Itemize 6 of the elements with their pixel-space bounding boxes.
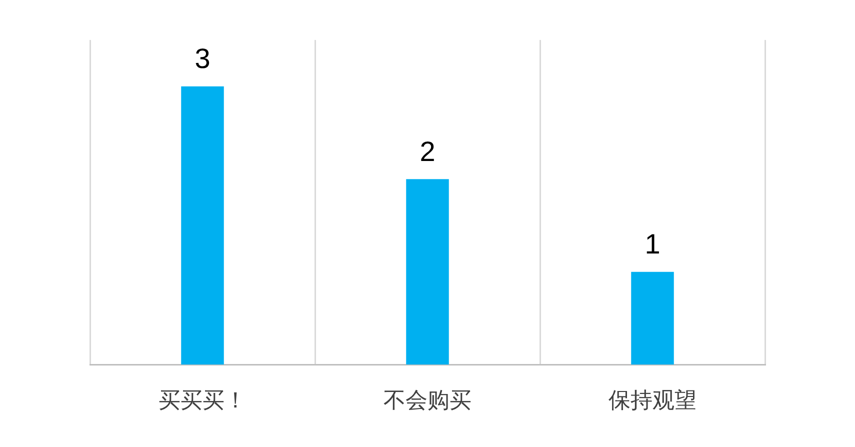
x-tick-label: 保持观望 xyxy=(608,388,696,414)
x-tick-label: 买买买！ xyxy=(158,388,246,414)
data-label: 1 xyxy=(644,228,660,260)
data-label: 3 xyxy=(194,43,210,74)
data-label: 2 xyxy=(420,136,436,167)
x-tick-label: 不会购买 xyxy=(384,388,472,414)
